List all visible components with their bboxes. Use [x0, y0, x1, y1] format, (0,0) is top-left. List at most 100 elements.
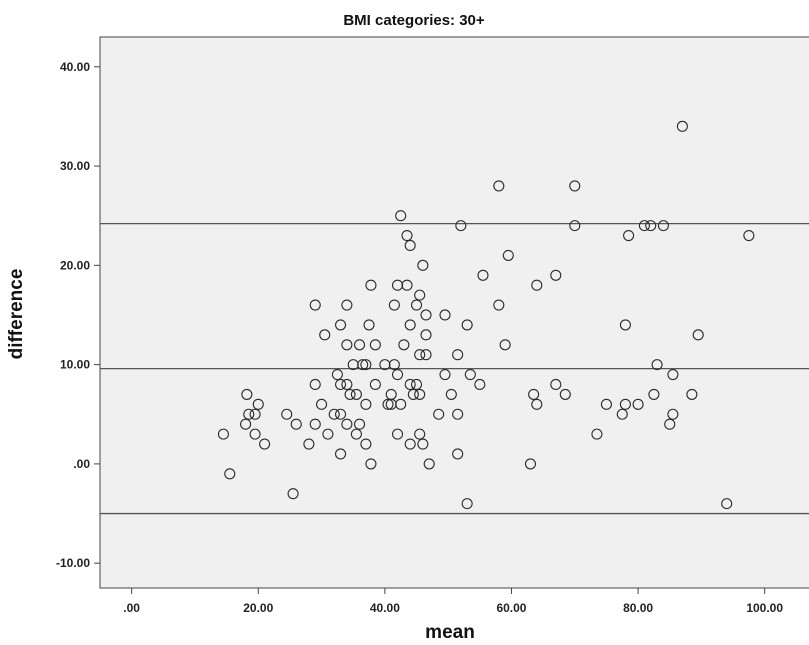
data-point: [401, 230, 413, 242]
data-point: [414, 349, 426, 361]
y-axis-title: difference: [6, 269, 27, 360]
data-point: [686, 388, 698, 400]
data-point: [664, 418, 676, 430]
data-point: [721, 498, 733, 510]
x-axis-ticks: .00 20.00 40.00 60.00 80.00 100.00: [123, 588, 783, 615]
data-point: [410, 378, 423, 391]
data-point: [524, 458, 537, 470]
data-point: [382, 398, 394, 410]
data-point: [404, 378, 416, 391]
data-point: [388, 359, 400, 371]
data-point: [331, 368, 343, 381]
y-tick-label: 30.00: [60, 159, 90, 173]
y-tick-label: 10.00: [60, 358, 90, 372]
data-point: [569, 180, 581, 192]
data-point: [591, 428, 603, 440]
data-point: [353, 418, 366, 430]
x-tick-label: 40.00: [370, 601, 400, 615]
y-tick-label: 40.00: [60, 60, 90, 74]
data-point: [316, 398, 328, 410]
data-point: [502, 249, 514, 261]
data-point: [309, 299, 321, 311]
data-point: [414, 428, 426, 440]
data-point: [493, 180, 505, 192]
data-point: [404, 319, 416, 331]
data-point: [240, 418, 252, 430]
data-points: [217, 120, 755, 510]
plot-area: [99, 36, 809, 589]
data-point: [420, 329, 432, 341]
data-point: [417, 438, 429, 450]
chart-title: BMI categories: 30+: [343, 12, 485, 29]
x-tick-label: 20.00: [243, 601, 273, 615]
data-point: [365, 279, 377, 291]
data-point: [623, 230, 635, 242]
data-point: [667, 368, 679, 381]
data-point: [452, 349, 464, 361]
data-point: [398, 339, 410, 351]
data-point: [638, 220, 650, 232]
data-point: [600, 398, 612, 410]
data-point: [417, 259, 429, 271]
data-point: [420, 349, 432, 361]
data-point: [241, 388, 253, 400]
data-point: [404, 438, 416, 450]
data-point: [341, 339, 353, 351]
data-point: [569, 220, 581, 232]
data-point: [335, 408, 347, 420]
data-point: [319, 329, 331, 341]
data-point: [651, 359, 663, 371]
data-point: [357, 359, 369, 371]
data-point: [341, 299, 353, 311]
data-point: [369, 339, 381, 351]
data-point: [252, 398, 264, 410]
data-point: [363, 319, 375, 331]
data-point: [439, 368, 451, 381]
data-point: [335, 378, 347, 391]
data-point: [385, 388, 397, 400]
data-point: [410, 299, 423, 311]
data-point: [350, 388, 362, 400]
data-point: [439, 309, 451, 321]
x-axis-title: mean: [425, 622, 475, 643]
data-point: [335, 319, 347, 331]
x-tick-label: .00: [123, 601, 140, 615]
data-point: [224, 468, 236, 480]
data-point: [461, 498, 473, 510]
data-point: [407, 388, 419, 400]
data-point: [401, 279, 413, 291]
data-point: [464, 368, 476, 381]
data-point: [287, 488, 299, 500]
data-point: [414, 289, 426, 301]
data-point: [499, 339, 511, 351]
data-point: [309, 378, 321, 391]
data-point: [303, 438, 315, 450]
data-point: [445, 388, 457, 400]
data-point: [743, 230, 755, 242]
data-point: [550, 378, 562, 391]
data-point: [259, 438, 271, 450]
data-point: [493, 299, 505, 311]
data-point: [648, 388, 660, 400]
data-point: [249, 408, 261, 420]
y-tick-label: -10.00: [56, 556, 90, 570]
data-point: [309, 418, 321, 430]
data-point: [477, 269, 489, 281]
data-point: [341, 418, 353, 430]
data-point: [452, 448, 464, 460]
data-point: [619, 319, 631, 331]
y-axis-ticks: -10.00 .00 10.00 20.00 30.00 40.00: [56, 60, 100, 570]
data-point: [452, 408, 464, 420]
data-point: [461, 319, 473, 331]
data-point: [360, 398, 372, 410]
data-point: [657, 220, 669, 232]
data-point: [395, 210, 407, 222]
data-point: [281, 408, 293, 420]
data-point: [619, 398, 631, 410]
data-point: [474, 378, 486, 391]
data-point: [328, 408, 340, 420]
data-point: [217, 428, 229, 440]
data-point: [388, 299, 400, 311]
data-point: [360, 438, 372, 450]
